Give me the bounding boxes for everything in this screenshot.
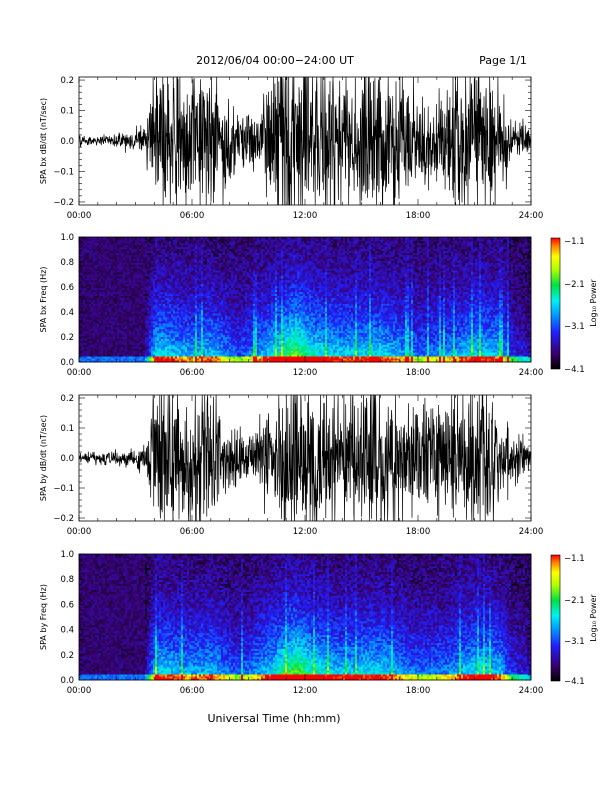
page-number: Page 1/1 — [479, 54, 527, 67]
colorbar-by-gradient — [551, 555, 560, 681]
x-tick-label-by-freq: 18:00 — [406, 686, 431, 696]
panels: 00:00 06:00 12:00 18:00 24:00 0.2 0.1 0.0 −0.1 −0… — [39, 76, 543, 696]
x-tick-label-bx-freq: 24:00 — [519, 368, 544, 378]
y-axis-label-bx-freq: SPA bx Freq (Hz) — [39, 267, 48, 333]
x-tick-label-by-dbdt: 06:00 — [180, 527, 205, 537]
colorbar-bx-gradient — [551, 238, 560, 369]
y-tick-label-bx-dbdt: −0.2 — [53, 198, 74, 208]
colorbar-by: −1.1 −2.1 −3.1 −4.1 Log₁₀ Power — [551, 554, 598, 687]
y-tick-label-bx-dbdt: 0.2 — [60, 76, 74, 86]
x-tick-label-by-freq: 00:00 — [67, 686, 92, 696]
colorbar-bx-label: Log₁₀ Power — [589, 279, 598, 327]
heatmap-cells-bx-freq — [79, 237, 531, 362]
colorbar-bx: −1.1 −2.1 −3.1 −4.1 Log₁₀ Power — [551, 237, 598, 375]
y-tick-label-bx-freq: 0.8 — [60, 258, 74, 268]
panel-bx-dbdt: 00:00 06:00 12:00 18:00 24:00 0.2 0.1 0.0 −0.1 −0… — [39, 76, 543, 221]
series-line-by-dbdt — [79, 395, 531, 521]
series-line-bx-dbdt — [79, 77, 531, 205]
colorbar-by-tick-4: −4.1 — [564, 677, 585, 687]
colorbar-by-tick-1: −1.1 — [564, 554, 585, 564]
panel-bx-freq: 00:00 06:00 12:00 18:00 24:00 1.0 0.8 0.6 0.4 0.2… — [39, 233, 543, 378]
y-tick-label-by-dbdt: −0.2 — [53, 514, 74, 524]
x-tick-label-bx-freq: 00:00 — [67, 368, 92, 378]
y-tick-label-by-freq: 1.0 — [60, 550, 74, 560]
colorbar-bx-tick-4: −4.1 — [564, 365, 585, 375]
heatmap-cells-by-freq — [79, 554, 531, 680]
x-tick-label-bx-dbdt: 06:00 — [180, 211, 205, 221]
x-tick-label-bx-freq: 12:00 — [293, 368, 318, 378]
y-tick-label-by-freq: 0.0 — [60, 676, 74, 686]
panel-by-dbdt: 00:00 06:00 12:00 18:00 24:00 0.2 0.1 0.0 −0.1 −0… — [39, 394, 543, 537]
y-tick-label-bx-freq: 1.0 — [60, 233, 74, 243]
x-tick-label-by-freq: 06:00 — [180, 686, 205, 696]
y-tick-label-by-freq: 0.4 — [60, 626, 74, 636]
y-tick-label-bx-freq: 0.2 — [60, 333, 74, 343]
panel-by-freq: 00:00 06:00 12:00 18:00 24:00 1.0 0.8 0.6 0.4 0.2… — [39, 550, 543, 696]
y-tick-label-by-dbdt: 0.0 — [60, 454, 74, 464]
plot-title: 2012/06/04 00:00−24:00 UT — [196, 54, 354, 67]
y-tick-label-by-dbdt: 0.2 — [60, 394, 74, 404]
y-tick-label-by-freq: 0.6 — [60, 600, 74, 610]
x-tick-label-by-dbdt: 24:00 — [519, 527, 544, 537]
y-tick-label-by-dbdt: −0.1 — [53, 484, 74, 494]
x-tick-label-bx-dbdt: 18:00 — [406, 211, 431, 221]
y-tick-label-by-dbdt: 0.1 — [60, 424, 74, 434]
y-tick-label-bx-freq: 0.4 — [60, 308, 74, 318]
y-tick-label-bx-freq: 0.0 — [60, 358, 74, 368]
x-tick-label-by-dbdt: 12:00 — [293, 527, 318, 537]
colorbar-bx-tick-2: −2.1 — [564, 280, 585, 290]
y-tick-label-by-freq: 0.8 — [60, 575, 74, 585]
colorbar-by-tick-2: −2.1 — [564, 596, 585, 606]
y-axis-label-bx-dbdt: SPA bx dB/dt (nT/sec) — [39, 98, 48, 184]
x-tick-label-bx-dbdt: 12:00 — [293, 211, 318, 221]
x-axis-title: Universal Time (hh:mm) — [208, 712, 341, 725]
colorbar-by-tick-3: −3.1 — [564, 637, 585, 647]
colorbar-bx-tick-1: −1.1 — [564, 237, 585, 247]
y-tick-label-bx-dbdt: 0.0 — [60, 137, 74, 147]
x-tick-label-by-freq: 24:00 — [519, 686, 544, 696]
x-tick-label-bx-freq: 18:00 — [406, 368, 431, 378]
x-tick-label-by-dbdt: 00:00 — [67, 527, 92, 537]
y-axis-label-by-dbdt: SPA by dB/dt (nT/sec) — [39, 415, 48, 501]
x-tick-label-bx-dbdt: 24:00 — [519, 211, 544, 221]
y-tick-label-bx-dbdt: −0.1 — [53, 167, 74, 177]
x-tick-label-by-dbdt: 18:00 — [406, 527, 431, 537]
y-tick-label-bx-freq: 0.6 — [60, 283, 74, 293]
x-tick-label-by-freq: 12:00 — [293, 686, 318, 696]
x-tick-label-bx-freq: 06:00 — [180, 368, 205, 378]
colorbar-bx-tick-3: −3.1 — [564, 322, 585, 332]
y-tick-label-bx-dbdt: 0.1 — [60, 107, 74, 117]
y-axis-label-by-freq: SPA by Freq (Hz) — [39, 584, 48, 650]
colorbar-by-label: Log₁₀ Power — [589, 594, 598, 642]
x-tick-label-bx-dbdt: 00:00 — [67, 211, 92, 221]
y-tick-label-by-freq: 0.2 — [60, 651, 74, 661]
